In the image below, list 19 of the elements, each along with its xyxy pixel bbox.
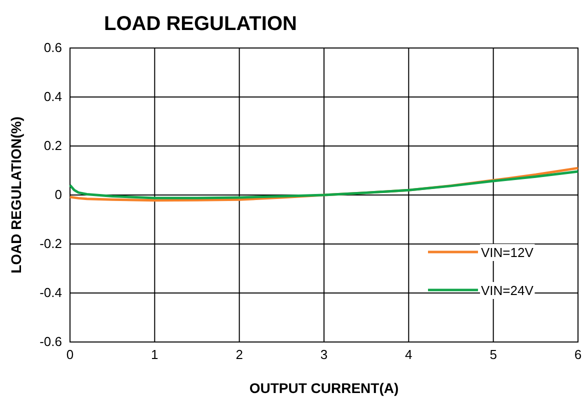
chart-title: LOAD REGULATION	[104, 13, 297, 35]
x-tick-label: 1	[151, 347, 158, 362]
y-tick-label: -0.6	[40, 334, 62, 350]
y-tick-label: 0.6	[44, 40, 62, 56]
legend-label: VIN=24V	[481, 283, 534, 298]
y-tick-label: 0.2	[44, 138, 62, 154]
y-tick-label: -0.4	[40, 285, 62, 300]
y-axis-title: LOAD REGULATION(%)	[8, 116, 24, 274]
legend-label: VIN=12V	[481, 245, 534, 260]
x-axis-title: OUTPUT CURRENT(A)	[249, 380, 399, 396]
x-tick-label: 3	[320, 347, 328, 362]
x-tick-label: 5	[490, 347, 497, 362]
y-tick-label: 0.4	[44, 89, 62, 104]
x-tick-label: 4	[405, 347, 412, 362]
x-tick-label: 0	[66, 347, 74, 362]
y-tick-label: -0.2	[40, 236, 62, 252]
x-tick-label: 6	[574, 347, 582, 362]
x-tick-label: 2	[236, 347, 243, 362]
y-tick-label: 0	[54, 187, 62, 202]
